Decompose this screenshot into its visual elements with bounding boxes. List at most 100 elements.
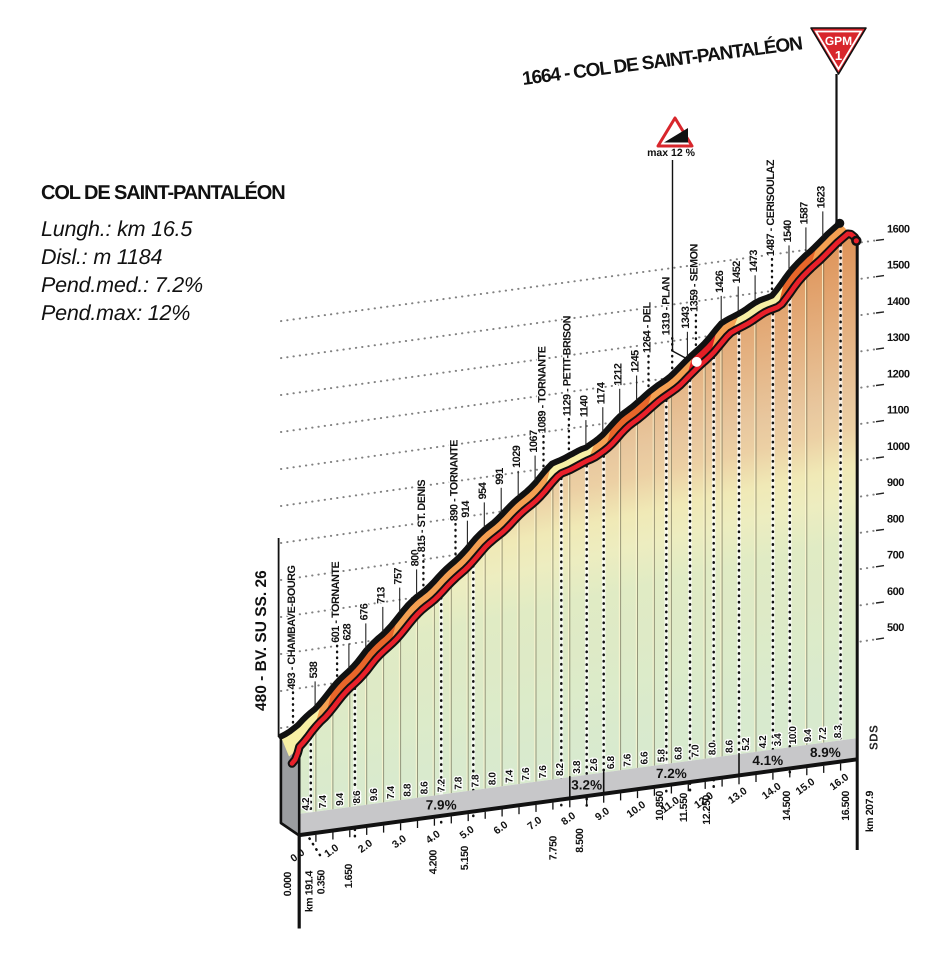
svg-text:628: 628: [342, 623, 354, 640]
svg-text:max 12 %: max 12 %: [647, 147, 696, 159]
svg-text:12.250: 12.250: [701, 794, 713, 824]
svg-text:1174: 1174: [596, 382, 608, 404]
svg-text:8.2: 8.2: [555, 762, 566, 776]
svg-text:11.550: 11.550: [678, 792, 690, 822]
svg-text:1426: 1426: [714, 270, 726, 293]
svg-text:1140: 1140: [579, 395, 591, 417]
svg-text:9.6: 9.6: [369, 788, 380, 802]
svg-text:7.750: 7.750: [548, 835, 560, 860]
svg-text:16.500: 16.500: [840, 790, 852, 820]
svg-text:1300: 1300: [887, 332, 910, 344]
svg-text:800: 800: [887, 513, 904, 525]
svg-text:800: 800: [409, 549, 421, 566]
svg-text:1067: 1067: [528, 430, 540, 453]
svg-text:8.6: 8.6: [352, 790, 363, 804]
svg-text:Disl.: m 1184: Disl.: m 1184: [41, 245, 163, 269]
svg-text:900: 900: [887, 477, 904, 489]
svg-text:7.6: 7.6: [521, 767, 532, 781]
svg-text:9.4: 9.4: [335, 792, 346, 806]
svg-text:500: 500: [887, 622, 904, 634]
svg-text:10.850: 10.850: [654, 790, 666, 820]
svg-text:Lungh.: km 16.5: Lungh.: km 16.5: [41, 217, 193, 241]
svg-text:1343: 1343: [680, 306, 692, 329]
svg-text:3.4: 3.4: [773, 733, 784, 747]
svg-text:1129 - PETIT-BRISON: 1129 - PETIT-BRISON: [562, 315, 574, 416]
svg-text:601 - TORNANTE: 601 - TORNANTE: [330, 561, 342, 642]
svg-text:1540: 1540: [782, 220, 794, 243]
svg-text:3.8: 3.8: [572, 760, 583, 774]
svg-text:600: 600: [887, 586, 904, 598]
svg-text:4.1%: 4.1%: [752, 753, 783, 768]
svg-text:890 - TORNANTE: 890 - TORNANTE: [448, 440, 460, 521]
svg-text:5.150: 5.150: [459, 845, 471, 870]
svg-text:8.9%: 8.9%: [810, 745, 841, 760]
svg-text:493 - CHAMBAVE-BOURG: 493 - CHAMBAVE-BOURG: [286, 565, 298, 689]
svg-text:480 - BV. SU SS. 26: 480 - BV. SU SS. 26: [253, 570, 270, 711]
svg-text:9.4: 9.4: [803, 729, 814, 743]
svg-text:7.2: 7.2: [437, 779, 448, 793]
svg-text:676: 676: [359, 603, 371, 620]
svg-text:10.0: 10.0: [788, 726, 799, 745]
svg-text:1089 - TORNANTE: 1089 - TORNANTE: [536, 346, 548, 433]
svg-text:1200: 1200: [887, 368, 910, 380]
svg-text:km 191.4: km 191.4: [303, 870, 315, 912]
svg-text:6.8: 6.8: [606, 756, 617, 770]
svg-text:7.4: 7.4: [386, 785, 397, 799]
svg-text:7.4: 7.4: [318, 795, 329, 809]
svg-text:8.0: 8.0: [707, 742, 718, 756]
svg-text:COL DE SAINT-PANTALÉON: COL DE SAINT-PANTALÉON: [41, 181, 285, 204]
svg-text:7.6: 7.6: [623, 753, 634, 767]
svg-text:SDS: SDS: [869, 725, 881, 750]
svg-text:3.2%: 3.2%: [571, 778, 602, 793]
svg-text:1: 1: [835, 48, 842, 63]
svg-text:954: 954: [477, 482, 489, 499]
svg-text:1100: 1100: [887, 405, 909, 417]
svg-text:1400: 1400: [887, 296, 910, 308]
svg-text:7.8: 7.8: [470, 774, 481, 788]
svg-text:7.8: 7.8: [454, 776, 465, 790]
svg-text:2.6: 2.6: [589, 758, 600, 772]
svg-text:7.2%: 7.2%: [656, 766, 687, 781]
svg-text:6.8: 6.8: [674, 746, 685, 760]
svg-text:GPM: GPM: [825, 34, 852, 48]
svg-text:8.6: 8.6: [420, 781, 431, 795]
svg-text:5.8: 5.8: [657, 749, 668, 763]
svg-text:991: 991: [494, 468, 506, 485]
svg-text:8.0: 8.0: [487, 772, 498, 786]
svg-text:1212: 1212: [613, 363, 625, 386]
svg-text:1487 - CERISOULAZ: 1487 - CERISOULAZ: [765, 159, 777, 256]
svg-text:1452: 1452: [731, 261, 743, 284]
svg-text:1359 - SEMON: 1359 - SEMON: [689, 243, 701, 311]
svg-text:8.500: 8.500: [574, 828, 586, 853]
svg-text:8.6: 8.6: [724, 739, 735, 753]
svg-text:6.6: 6.6: [640, 751, 651, 765]
svg-text:1587: 1587: [799, 202, 811, 225]
svg-text:757: 757: [393, 567, 405, 584]
svg-text:1600: 1600: [887, 223, 910, 235]
svg-text:Pend.max: 12%: Pend.max: 12%: [41, 301, 190, 325]
svg-text:4.200: 4.200: [428, 849, 440, 874]
svg-text:0.350: 0.350: [315, 869, 327, 894]
svg-text:km 207.9: km 207.9: [864, 790, 876, 832]
svg-text:1473: 1473: [748, 250, 760, 273]
svg-text:8.3: 8.3: [833, 725, 844, 739]
svg-text:1623: 1623: [816, 186, 828, 209]
svg-text:Pend.med.: 7.2%: Pend.med.: 7.2%: [41, 273, 203, 297]
svg-text:7.6: 7.6: [538, 765, 549, 779]
svg-text:1.650: 1.650: [343, 863, 355, 888]
svg-text:1500: 1500: [887, 260, 910, 272]
svg-text:0.000: 0.000: [282, 871, 294, 896]
svg-text:4.2: 4.2: [758, 735, 769, 749]
svg-text:14.500: 14.500: [781, 790, 793, 820]
svg-text:1029: 1029: [511, 445, 523, 468]
svg-text:1000: 1000: [887, 441, 910, 453]
svg-text:538: 538: [308, 661, 320, 678]
svg-text:1319 - PLAN: 1319 - PLAN: [661, 276, 673, 335]
svg-text:815 - ST. DENIS: 815 - ST. DENIS: [416, 480, 428, 553]
svg-text:7.4: 7.4: [504, 769, 515, 783]
svg-text:700: 700: [887, 550, 904, 562]
svg-text:914: 914: [460, 501, 472, 518]
svg-text:7.0: 7.0: [690, 744, 701, 758]
svg-text:713: 713: [376, 587, 388, 604]
svg-text:8.8: 8.8: [403, 783, 414, 797]
